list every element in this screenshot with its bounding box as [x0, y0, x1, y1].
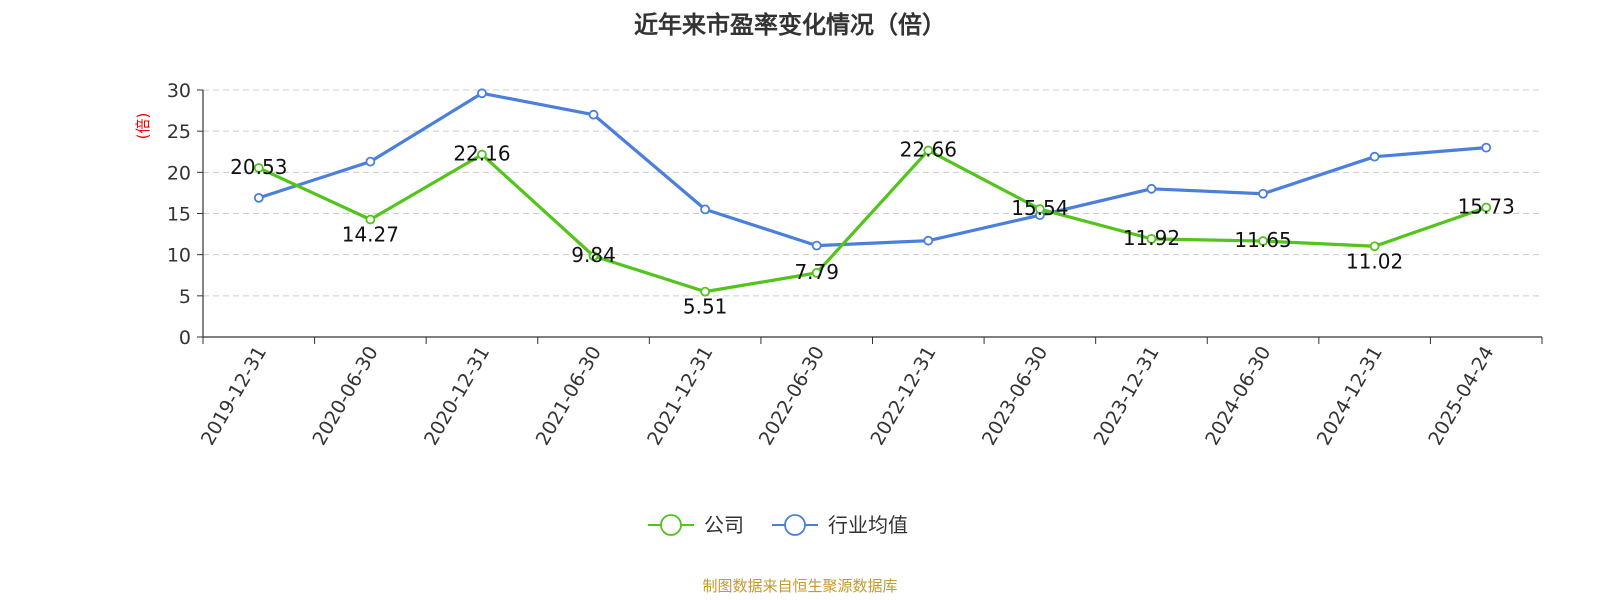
data-label: 11.02: [1346, 249, 1403, 273]
data-label: 15.54: [1011, 196, 1068, 220]
data-label: 22.16: [453, 142, 510, 166]
data-point: [253, 163, 264, 173]
x-tick-label: 2022-12-31: [866, 343, 940, 450]
y-tick-label: 0: [179, 327, 191, 349]
data-labels: 20.53 14.27 22.16 9.84 5.51 7.79 22.66 15.54 11.…: [230, 137, 1515, 318]
data-label: 15.73: [1458, 194, 1515, 218]
legend-label: 行业均值: [828, 513, 908, 537]
data-label: 5.51: [683, 295, 728, 319]
x-tick-label: 2023-06-30: [978, 343, 1052, 450]
data-label: 11.65: [1234, 228, 1291, 252]
data-point: [588, 109, 599, 120]
series-line-1: [258, 91, 1487, 248]
data-point: [1034, 204, 1045, 214]
data-point: [1258, 236, 1268, 246]
y-tick-label: 5: [179, 286, 191, 308]
legend[interactable]: 公司 行业均值: [648, 513, 908, 537]
axes: 0 5 10 15 20 25 30 2019-12-31 2020-06-30 2020-12-…: [167, 80, 1543, 450]
data-point: [1369, 241, 1380, 252]
y-tick-label: 20: [167, 162, 191, 184]
series-lines: [253, 88, 1492, 297]
x-tick-label: 2024-12-31: [1313, 343, 1387, 450]
data-point: [365, 156, 376, 167]
chart-title: 近年来市盈率变化情况（倍）: [634, 11, 946, 39]
data-source-note: 制图数据来自恒生聚源数据库: [702, 577, 897, 595]
y-tick-label: 15: [167, 204, 191, 226]
legend-item-0[interactable]: 公司: [648, 513, 744, 537]
data-point: [1146, 183, 1157, 194]
data-point: [1481, 142, 1492, 153]
data-point: [477, 149, 487, 160]
data-label: 22.66: [900, 137, 957, 161]
y-axis-label: (倍): [134, 113, 152, 140]
grid-lines: [203, 89, 1542, 297]
x-tick-label: 2021-12-31: [643, 343, 717, 450]
data-point: [700, 286, 711, 297]
x-tick-label: 2020-06-30: [308, 343, 382, 450]
legend-marker-icon: [660, 514, 682, 536]
y-tick-label: 25: [167, 121, 191, 143]
data-point: [253, 192, 264, 203]
x-tick-label: 2024-06-30: [1201, 343, 1275, 450]
series-line-0: [258, 148, 1487, 294]
data-label: 7.79: [794, 260, 839, 284]
data-point: [811, 267, 822, 278]
data-point: [811, 240, 822, 251]
x-tick-label: 2022-06-30: [755, 343, 829, 450]
data-label: 20.53: [230, 155, 287, 179]
data-point: [1258, 188, 1268, 199]
y-tick-label: 30: [167, 80, 191, 102]
data-point: [1146, 233, 1157, 244]
x-tick-label: 2020-12-31: [420, 343, 494, 450]
x-tick-label: 2025-04-24: [1424, 343, 1498, 450]
legend-item-1[interactable]: 行业均值: [772, 513, 908, 537]
legend-label: 公司: [704, 513, 744, 537]
x-tick-label: 2023-12-31: [1090, 343, 1164, 450]
data-point: [1481, 202, 1492, 213]
data-point: [923, 235, 934, 246]
y-tick-label: 10: [167, 245, 191, 267]
data-point: [700, 204, 711, 215]
data-label: 9.84: [571, 243, 616, 267]
x-tick-label: 2019-12-31: [197, 343, 271, 450]
data-point: [477, 88, 487, 99]
data-point: [1369, 151, 1380, 162]
data-point: [923, 145, 934, 156]
data-point: [365, 214, 376, 225]
legend-marker-icon: [784, 514, 806, 536]
data-label: 11.92: [1123, 226, 1180, 250]
x-tick-label: 2021-06-30: [532, 343, 606, 450]
data-label: 14.27: [342, 223, 399, 247]
data-point: [588, 251, 599, 261]
